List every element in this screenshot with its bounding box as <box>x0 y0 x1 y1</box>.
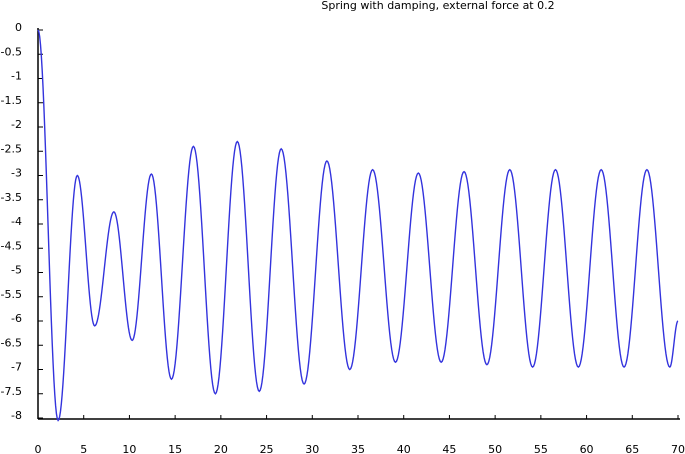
y-tick-label: -5 <box>11 264 22 277</box>
x-tick-label: 65 <box>625 443 639 454</box>
y-tick-label: -1 <box>11 70 22 83</box>
y-tick-label: -4.5 <box>1 239 22 252</box>
y-tick-label: -1.5 <box>1 94 22 107</box>
x-tick-label: 50 <box>488 443 502 454</box>
x-tick-label: 45 <box>442 443 456 454</box>
y-tick-label: -7 <box>11 361 22 374</box>
y-tick-label: -6.5 <box>1 336 22 349</box>
x-tick-label: 5 <box>80 443 87 454</box>
y-tick-label: -4 <box>11 215 22 228</box>
axes: 0 5 10 15 20 25 30 35 40 45 50 55 60 65 70 0 -0.5 -1 -1.5 -… <box>1 21 685 454</box>
y-tick-label: -3.5 <box>1 191 22 204</box>
y-tick-label: -3 <box>11 167 22 180</box>
y-tick-label: 0 <box>15 21 22 34</box>
x-tick-label: 35 <box>351 443 365 454</box>
x-tick-label: 20 <box>214 443 228 454</box>
x-tick-label: 70 <box>671 443 685 454</box>
x-tick-label: 60 <box>580 443 594 454</box>
x-tick-label: 55 <box>534 443 548 454</box>
y-tick-label: -2 <box>11 118 22 131</box>
x-tick-label: 40 <box>397 443 411 454</box>
x-tick-label: 0 <box>35 443 42 454</box>
y-tick-label: -5.5 <box>1 288 22 301</box>
y-tick-label: -2.5 <box>1 142 22 155</box>
x-tick-label: 30 <box>305 443 319 454</box>
chart-title: Spring with damping, external force at 0… <box>321 0 554 12</box>
series-line <box>37 29 679 422</box>
x-tick-label: 15 <box>168 443 182 454</box>
plot-area <box>37 29 679 422</box>
x-tick-label: 10 <box>122 443 136 454</box>
y-tick-label: -0.5 <box>1 45 22 58</box>
y-tick-label: -7.5 <box>1 385 22 398</box>
x-tick-label: 25 <box>260 443 274 454</box>
y-tick-label: -6 <box>11 312 22 325</box>
y-tick-label: -8 <box>11 409 22 422</box>
